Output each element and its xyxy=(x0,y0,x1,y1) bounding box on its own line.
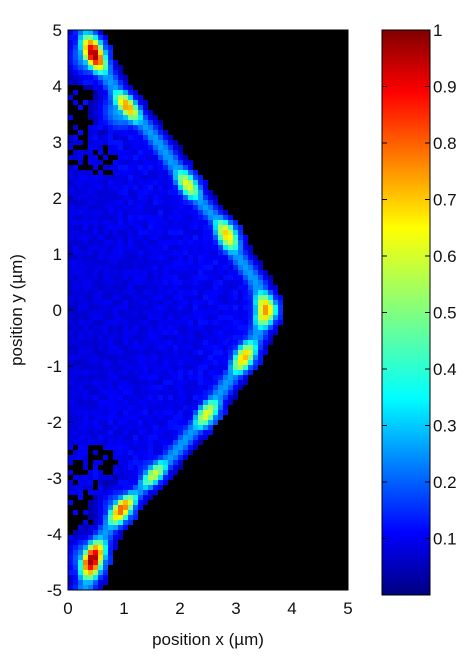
x-tick-label: 5 xyxy=(343,599,352,618)
x-axis-ticks: 0 1 2 3 4 5 xyxy=(63,30,353,618)
colorbar-tick-label: 0.6 xyxy=(433,247,457,266)
plot-area xyxy=(67,29,349,591)
y-tick-label: 0 xyxy=(53,301,62,320)
colorbar-tick-label: 0.1 xyxy=(433,530,457,549)
x-axis-label: position x (µm) xyxy=(152,630,264,649)
y-axis-ticks: 5 4 3 2 1 0 -1 -2 -3 -4 -5 xyxy=(47,21,348,600)
colorbar-tick-label: 0.5 xyxy=(433,304,457,323)
y-tick-label: -3 xyxy=(47,469,62,488)
y-axis-label: position y (µm) xyxy=(7,254,26,366)
colorbar: 0.1 0.2 0.3 0.4 0.5 0.6 0.7 0.8 0.9 1 xyxy=(381,21,457,596)
colorbar-ticks: 0.1 0.2 0.3 0.4 0.5 0.6 0.7 0.8 0.9 1 xyxy=(382,21,457,549)
colorbar-tick-label: 0.3 xyxy=(433,417,457,436)
y-tick-label: -4 xyxy=(47,525,62,544)
y-tick-label: 2 xyxy=(53,189,62,208)
x-tick-label: 2 xyxy=(175,599,184,618)
y-tick-label: -2 xyxy=(47,413,62,432)
y-tick-label: -5 xyxy=(47,581,62,600)
x-tick-label: 3 xyxy=(231,599,240,618)
y-tick-label: 5 xyxy=(53,21,62,40)
y-tick-label: 3 xyxy=(53,133,62,152)
y-tick-label: 4 xyxy=(53,77,62,96)
y-tick-label: 1 xyxy=(53,245,62,264)
heatmap-image xyxy=(68,30,348,590)
colorbar-tick-label: 0.4 xyxy=(433,360,457,379)
colorbar-gradient xyxy=(382,30,430,595)
x-tick-label: 0 xyxy=(63,599,72,618)
colorbar-tick-label: 0.9 xyxy=(433,78,457,97)
colorbar-tick-label: 0.2 xyxy=(433,473,457,492)
y-tick-label: -1 xyxy=(47,357,62,376)
colorbar-tick-label: 0.8 xyxy=(433,134,457,153)
x-tick-label: 4 xyxy=(287,599,296,618)
colorbar-tick-label: 1 xyxy=(433,21,442,40)
x-tick-label: 1 xyxy=(119,599,128,618)
colorbar-tick-label: 0.7 xyxy=(433,191,457,210)
